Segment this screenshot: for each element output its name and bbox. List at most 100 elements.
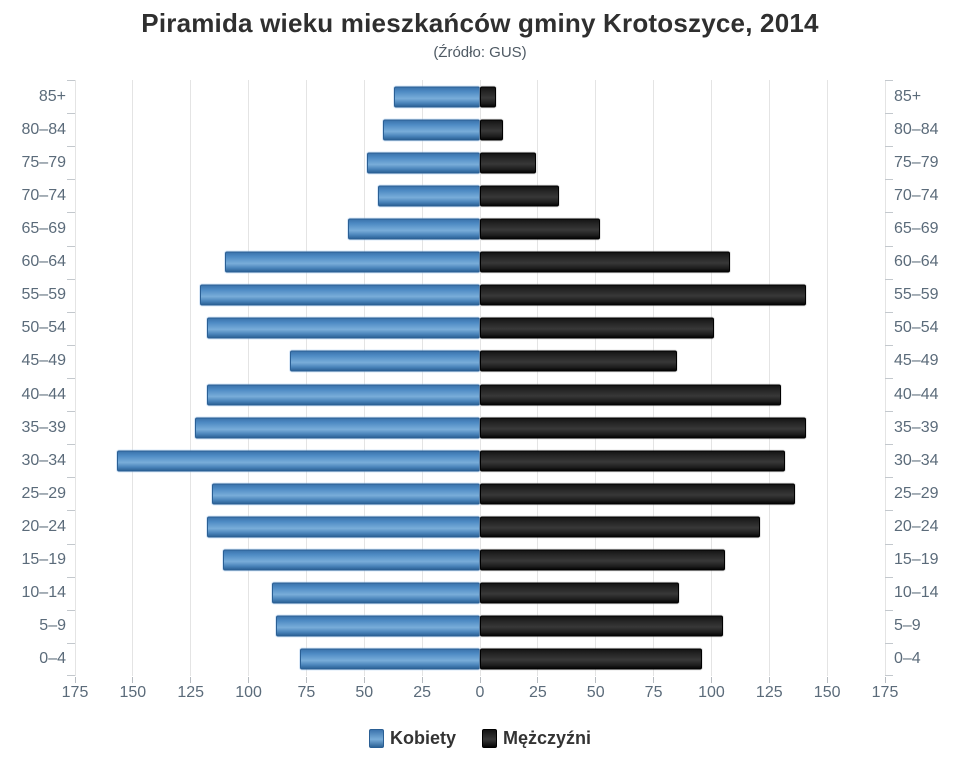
age-label-left-40–44: 40–44 [21, 385, 67, 403]
bar-women-55–59[interactable] [199, 284, 480, 306]
axis-tick-bottom [537, 677, 539, 683]
age-label-right-10–14: 10–14 [894, 584, 939, 602]
axis-tick-right [885, 477, 893, 479]
axis-tick-right [885, 344, 893, 346]
pyramid-row-20–24 [75, 510, 885, 543]
age-label-right-65–69: 65–69 [894, 219, 939, 237]
tick-layer [67, 80, 893, 683]
bar-women-25–29[interactable] [211, 483, 480, 505]
bar-women-50–54[interactable] [206, 317, 480, 339]
legend-swatch-men-icon [481, 728, 497, 748]
bar-men-10–14[interactable] [480, 582, 680, 604]
x-tick-label: 150 [813, 684, 841, 701]
bar-women-15–19[interactable] [223, 549, 480, 571]
bar-men-25–29[interactable] [480, 483, 795, 505]
y-axis-labels-left: 85+ 80–84 75–79 70–74 65–69 60–64 55–59 50–54 45… [2, 80, 67, 676]
bar-women-75–79[interactable] [366, 152, 480, 174]
bar-women-65–69[interactable] [348, 218, 480, 240]
x-tick-label: 125 [755, 684, 783, 701]
axis-tick-right [885, 576, 893, 578]
axis-tick-bottom [826, 677, 828, 683]
axis-tick-left [67, 146, 75, 148]
axis-tick-right [885, 609, 893, 611]
bar-men-20–24[interactable] [480, 516, 761, 538]
axis-tick-right [885, 113, 893, 115]
bar-women-40–44[interactable] [206, 384, 480, 406]
bar-men-75–79[interactable] [480, 152, 536, 174]
bar-women-0–4[interactable] [299, 648, 480, 670]
gridline-layer [74, 80, 886, 676]
pyramid-row-40–44 [75, 378, 885, 411]
axis-tick-bottom [884, 677, 886, 683]
axis-tick-left [67, 642, 75, 644]
age-label-right-0–4: 0–4 [894, 650, 921, 668]
bar-men-65–69[interactable] [480, 218, 601, 240]
age-label-left-15–19: 15–19 [21, 551, 67, 569]
bar-men-45–49[interactable] [480, 350, 677, 372]
age-label-right-85+: 85+ [894, 87, 922, 105]
bar-women-30–34[interactable] [116, 450, 480, 472]
axis-tick-left [67, 510, 75, 512]
bar-women-10–14[interactable] [271, 582, 480, 604]
age-label-left-45–49: 45–49 [21, 352, 67, 370]
gridline [710, 80, 712, 676]
x-tick-label: 100 [235, 684, 262, 701]
bar-men-80–84[interactable] [480, 119, 504, 141]
bar-women-85+[interactable] [394, 86, 480, 108]
x-tick-label: 25 [528, 684, 547, 701]
chart-subtitle: (Źródło: GUS) [433, 44, 527, 61]
bar-men-60–64[interactable] [480, 251, 730, 273]
x-tick-label: 175 [61, 684, 89, 701]
axis-tick-left [67, 344, 75, 346]
pyramid-row-15–19 [75, 544, 885, 577]
bar-women-60–64[interactable] [225, 251, 480, 273]
age-label-left-85+: 85+ [38, 87, 66, 105]
bar-men-40–44[interactable] [480, 384, 781, 406]
age-label-right-35–39: 35–39 [894, 418, 939, 436]
age-label-right-50–54: 50–54 [894, 319, 939, 337]
pyramid-row-70–74 [75, 179, 885, 212]
bar-men-15–19[interactable] [480, 549, 726, 571]
legend: Kobiety Mężczyźni [0, 722, 960, 754]
gridline [248, 80, 250, 676]
pyramid-row-25–29 [75, 477, 885, 510]
axis-tick-bottom [479, 677, 481, 683]
gridline [768, 80, 770, 676]
pyramid-row-45–49 [75, 345, 885, 378]
bar-men-30–34[interactable] [480, 450, 786, 472]
bar-men-55–59[interactable] [480, 284, 807, 306]
bar-men-35–39[interactable] [480, 417, 807, 439]
bar-men-85+[interactable] [480, 86, 497, 108]
pyramid-row-85+ [75, 80, 885, 113]
bar-women-45–49[interactable] [290, 350, 480, 372]
plot-area [67, 80, 893, 683]
bar-women-5–9[interactable] [276, 615, 480, 637]
age-label-right-60–64: 60–64 [894, 253, 939, 271]
pyramid-row-60–64 [75, 246, 885, 279]
pyramid-row-0–4 [75, 643, 885, 676]
age-label-left-55–59: 55–59 [21, 286, 67, 304]
axis-tick-bottom [363, 677, 365, 683]
x-tick-label: 50 [586, 684, 605, 701]
legend-item-women[interactable]: Kobiety [368, 728, 456, 749]
axis-tick-right [885, 179, 893, 181]
bar-women-20–24[interactable] [206, 516, 480, 538]
axis-tick-left [67, 477, 75, 479]
bar-women-70–74[interactable] [378, 185, 480, 207]
legend-item-men[interactable]: Mężczyźni [481, 728, 591, 749]
bar-women-35–39[interactable] [195, 417, 480, 439]
bar-men-5–9[interactable] [480, 615, 723, 637]
axis-tick-bottom [710, 677, 712, 683]
bar-men-50–54[interactable] [480, 317, 714, 339]
gridline [826, 80, 828, 676]
pyramid-row-35–39 [75, 411, 885, 444]
x-tick-label: 50 [355, 684, 374, 701]
age-label-right-75–79: 75–79 [894, 153, 939, 171]
bar-men-0–4[interactable] [480, 648, 703, 670]
bar-women-80–84[interactable] [382, 119, 480, 141]
bar-men-70–74[interactable] [480, 185, 559, 207]
x-tick-label: 75 [644, 684, 663, 701]
x-tick-label: 0 [475, 684, 485, 701]
age-label-left-75–79: 75–79 [21, 153, 67, 171]
age-label-right-5–9: 5–9 [894, 617, 921, 635]
